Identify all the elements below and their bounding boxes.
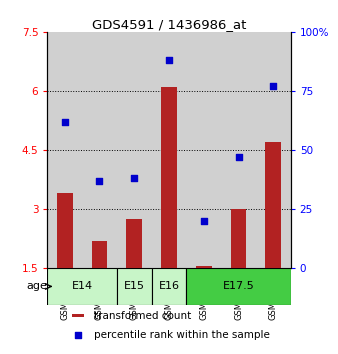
Text: E17.5: E17.5 [223,281,255,291]
Bar [47,268,117,305]
Point [131,176,137,181]
Bar [256,32,291,268]
Bar [72,314,84,317]
Bar [92,241,107,268]
Text: transformed count: transformed count [94,310,191,320]
Point [236,154,241,160]
Text: E16: E16 [159,281,179,291]
Bar [47,32,82,268]
Bar [126,219,142,268]
Bar [221,32,256,268]
Point [201,218,207,224]
Text: E14: E14 [72,281,93,291]
Bar [152,32,186,268]
Point [97,178,102,184]
Text: percentile rank within the sample: percentile rank within the sample [94,330,269,340]
Point [271,84,276,89]
Point [62,119,67,125]
Bar [265,142,281,268]
Bar [196,266,212,268]
Bar [82,32,117,268]
Bar [117,268,152,305]
Bar [161,87,177,268]
Bar [117,32,152,268]
Bar [186,268,291,305]
Bar [152,268,186,305]
Bar [186,32,221,268]
Point [75,332,80,338]
Title: GDS4591 / 1436986_at: GDS4591 / 1436986_at [92,18,246,31]
Bar [231,209,246,268]
Text: E15: E15 [124,281,145,291]
Point [166,57,172,63]
Bar [57,193,73,268]
Text: age: age [27,281,48,291]
